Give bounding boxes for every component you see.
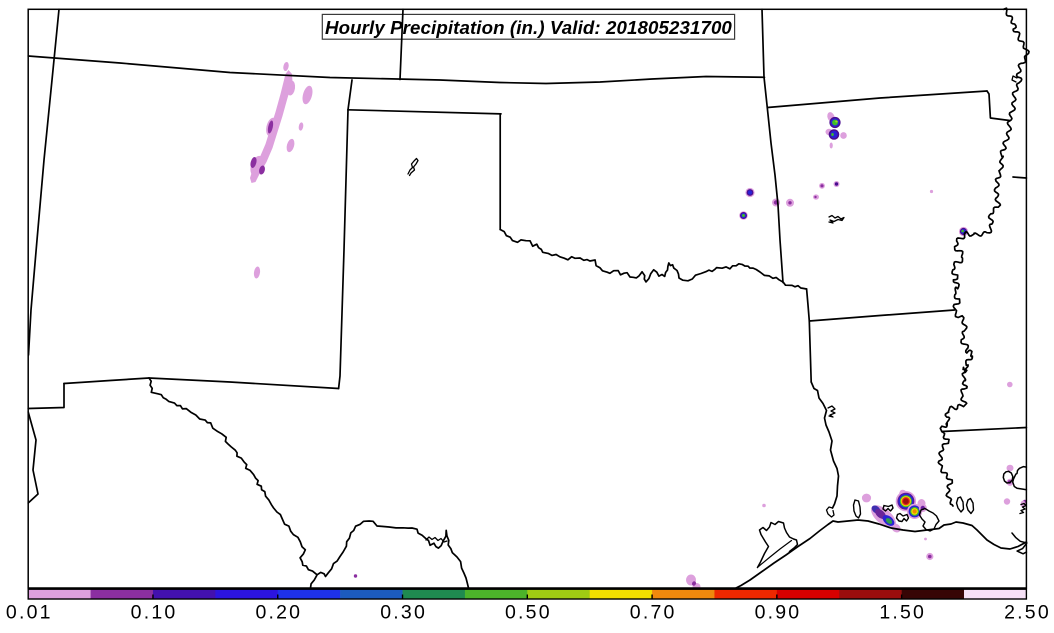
svg-text:0.20: 0.20 <box>255 602 302 624</box>
svg-text:2.50: 2.50 <box>1004 602 1051 624</box>
svg-text:0.50: 0.50 <box>505 602 552 624</box>
svg-text:0.90: 0.90 <box>755 602 802 624</box>
svg-text:1.50: 1.50 <box>879 602 926 624</box>
svg-text:0.10: 0.10 <box>131 602 178 624</box>
svg-text:0.70: 0.70 <box>630 602 677 624</box>
svg-text:0.01: 0.01 <box>6 602 53 624</box>
svg-text:0.30: 0.30 <box>380 602 427 624</box>
svg-text:Hourly Precipitation (in.) Val: Hourly Precipitation (in.) Valid: 201805… <box>325 17 732 38</box>
